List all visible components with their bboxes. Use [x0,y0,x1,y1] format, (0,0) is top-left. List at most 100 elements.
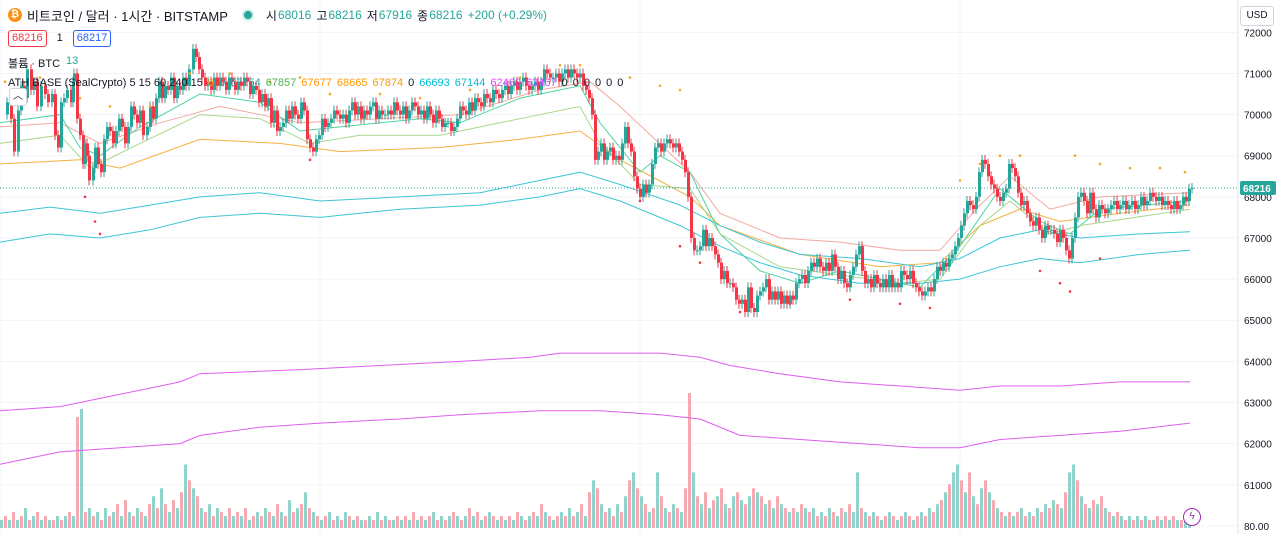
candle-body [615,155,618,160]
volume-bar [748,496,751,528]
candle-body [155,98,158,119]
candle-body [582,73,585,86]
candle-body [106,126,109,140]
volume-bar [1080,496,1083,528]
candle-body [204,77,207,86]
volume-bar [840,508,843,528]
volume-indicator-label[interactable]: 볼륨 · BTC [8,58,61,70]
candle-body [405,106,408,119]
volume-bar [568,508,571,528]
volume-bar [780,504,783,528]
candle-body [807,270,810,284]
dot-above [78,96,82,100]
candle-body [927,287,930,292]
candle-body [1002,192,1005,201]
sell-price-button[interactable]: 68216 [8,29,47,47]
volume-bar [860,508,863,528]
volume-bar [368,516,371,528]
volume-bar [744,504,747,528]
volume-bar [796,512,799,528]
candle-body [879,283,882,288]
volume-bar [560,512,563,528]
volume-bar [40,520,43,528]
candle-body [978,172,981,197]
candle-body [195,48,198,58]
volume-bar [1000,512,1003,528]
candle-body [288,110,291,119]
volume-bar [1100,496,1103,528]
candle-body [258,89,261,103]
ath-indicator-label[interactable]: ATH BASE (SealCrypto) 5 15 60 240 15 [8,77,203,89]
dot-below [98,232,102,236]
y-tick-label: 72000 [1244,28,1272,39]
volume-bar [1064,492,1067,528]
volume-bar [700,504,703,528]
dot-below [1058,281,1062,285]
candle-body [10,102,13,119]
volume-bar [612,516,615,528]
volume-bar [580,504,583,528]
volume-bar [464,516,467,528]
candle-body [1191,187,1194,189]
volume-bar [508,516,511,528]
candle-body [1065,237,1068,251]
y-tick-label: 62000 [1244,440,1272,451]
candle-body [723,270,726,280]
candle-body [438,110,441,119]
candle-body [86,143,89,156]
volume-bar [344,512,347,528]
volume-bar [1140,520,1143,528]
volume-bar [164,504,167,528]
candle-body [1122,200,1125,206]
candle-body [1062,229,1065,238]
y-tick-label: 64000 [1244,357,1272,368]
volume-bar [36,512,39,528]
symbol-title[interactable]: 비트코인 / 달러 · 1시간 · BITSTAMP [27,8,228,24]
market-status-icon[interactable] [241,9,254,21]
volume-bar [824,516,827,528]
volume-bar [948,484,951,528]
ohlc-open: 68016 [277,8,312,22]
volume-bar [400,520,403,528]
candle-body [567,69,570,78]
volume-bar [480,520,483,528]
dot-above [268,80,272,83]
candle-body [63,98,66,103]
candle-body [36,81,39,107]
volume-bar [8,520,11,528]
buy-price-button[interactable]: 68217 [72,29,112,47]
candle-body [543,69,546,82]
volume-bar [1116,512,1119,528]
lightning-icon[interactable]: ϟ [1183,508,1201,526]
candle-body [459,106,462,119]
volume-bar [204,512,207,528]
candle-body [771,291,774,300]
volume-bar [724,504,727,528]
volume-bar [1176,520,1179,528]
dot-above [328,92,332,96]
candle-body [324,118,327,127]
volume-bar [1052,500,1055,528]
candle-body [330,118,333,123]
candle-body [660,143,663,152]
candle-body [1149,192,1152,201]
ath-value-16: 0 [606,77,613,89]
volume-bar [768,500,771,528]
candle-body [630,143,633,152]
volume-bar [564,516,567,528]
volume-bar [632,472,635,528]
volume-bar [92,516,95,528]
candle-body [681,151,684,160]
ath-value-14: 0 [583,77,590,89]
candle-body [768,279,771,300]
candle-body [750,287,753,308]
candle-body [1044,225,1047,238]
volume-bar [976,504,979,528]
candle-body [1185,196,1188,201]
collapse-legend-button[interactable]: ︿ [9,88,27,106]
candle-body [176,85,179,99]
volume-bar [108,516,111,528]
candle-body [252,85,255,95]
currency-button[interactable]: USD [1240,6,1274,26]
